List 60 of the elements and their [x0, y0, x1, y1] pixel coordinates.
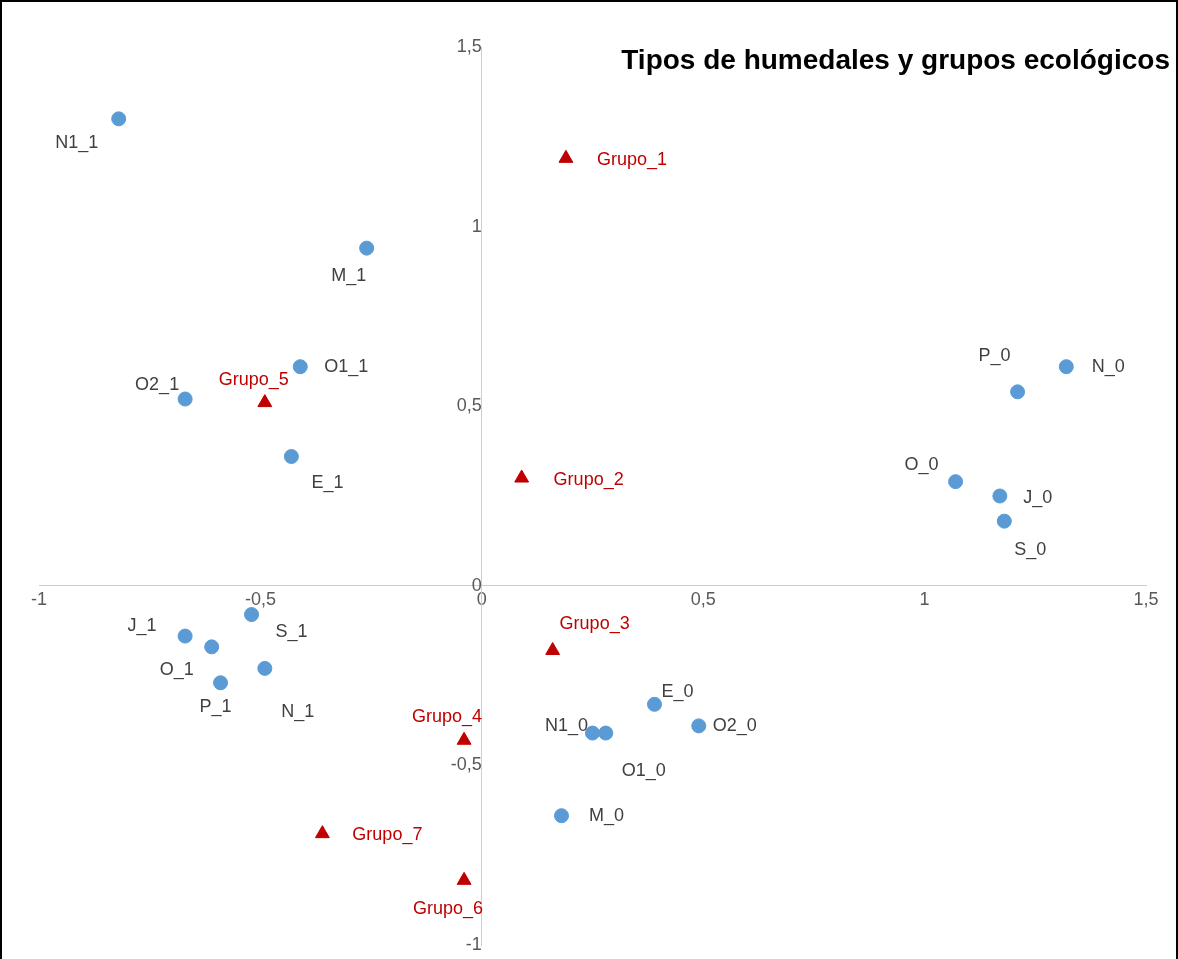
annotation: E_0	[661, 681, 694, 703]
annotation: S_1	[275, 620, 308, 642]
annotation: Grupo_5	[218, 368, 289, 390]
point	[514, 469, 530, 483]
point	[359, 240, 375, 256]
annotation: P_1	[199, 695, 232, 717]
point	[948, 474, 964, 490]
point	[292, 359, 308, 375]
point	[691, 718, 707, 734]
annotation: J_0	[1023, 486, 1053, 508]
point	[257, 394, 273, 408]
y-tick-label: 0,5	[456, 395, 482, 416]
annotation: O_1	[159, 658, 194, 680]
point	[213, 675, 229, 691]
point	[554, 808, 569, 824]
y-tick-label: 1	[471, 215, 482, 236]
annotation: Grupo_6	[413, 898, 484, 920]
point	[1058, 359, 1074, 375]
annotation: N1_1	[55, 131, 99, 153]
annotation: Grupo_3	[559, 613, 630, 635]
point	[244, 607, 260, 623]
annotation: O1_1	[324, 355, 369, 377]
point	[992, 488, 1008, 504]
point	[257, 660, 273, 676]
point	[111, 111, 127, 127]
annotation: Grupo_4	[412, 706, 483, 728]
x-tick-label: 0,5	[690, 588, 716, 609]
chart-title: Tipos de humedales y grupos ecológicos	[621, 44, 1170, 76]
annotation: J_1	[127, 615, 157, 637]
annotation: O2_1	[135, 373, 180, 395]
point	[996, 513, 1012, 529]
x-tick-label: 1,5	[1133, 588, 1159, 609]
y-tick-label: -1	[465, 933, 482, 954]
annotation: O_0	[904, 453, 939, 475]
annotation: Grupo_2	[553, 469, 624, 491]
annotation: O1_0	[621, 760, 666, 782]
annotation: M_0	[589, 804, 625, 826]
annotation: Grupo_7	[352, 823, 423, 845]
y-tick-label: -0,5	[450, 754, 482, 775]
annotation: Grupo_1	[596, 149, 667, 171]
annotation: O2_0	[712, 714, 757, 736]
point	[1010, 384, 1026, 400]
annotation: S_0	[1014, 539, 1047, 561]
point	[598, 725, 614, 741]
point	[177, 628, 193, 644]
annotation: P_0	[978, 344, 1011, 366]
x-tick-label: 1	[919, 588, 930, 609]
y-tick-label: 1,5	[456, 35, 482, 56]
point	[177, 391, 193, 407]
annotation: N_0	[1091, 355, 1125, 377]
annotation: N1_0	[544, 715, 589, 737]
point	[646, 696, 662, 712]
annotation: N_1	[281, 701, 315, 723]
point	[283, 448, 299, 464]
x-tick-label: -1	[30, 588, 48, 609]
point	[314, 825, 330, 839]
annotation: E_1	[311, 472, 344, 494]
x-tick-label: -0,5	[244, 588, 276, 609]
annotation: M_1	[331, 265, 367, 287]
point	[204, 639, 220, 655]
